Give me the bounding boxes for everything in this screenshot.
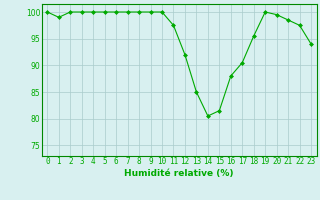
X-axis label: Humidité relative (%): Humidité relative (%) bbox=[124, 169, 234, 178]
